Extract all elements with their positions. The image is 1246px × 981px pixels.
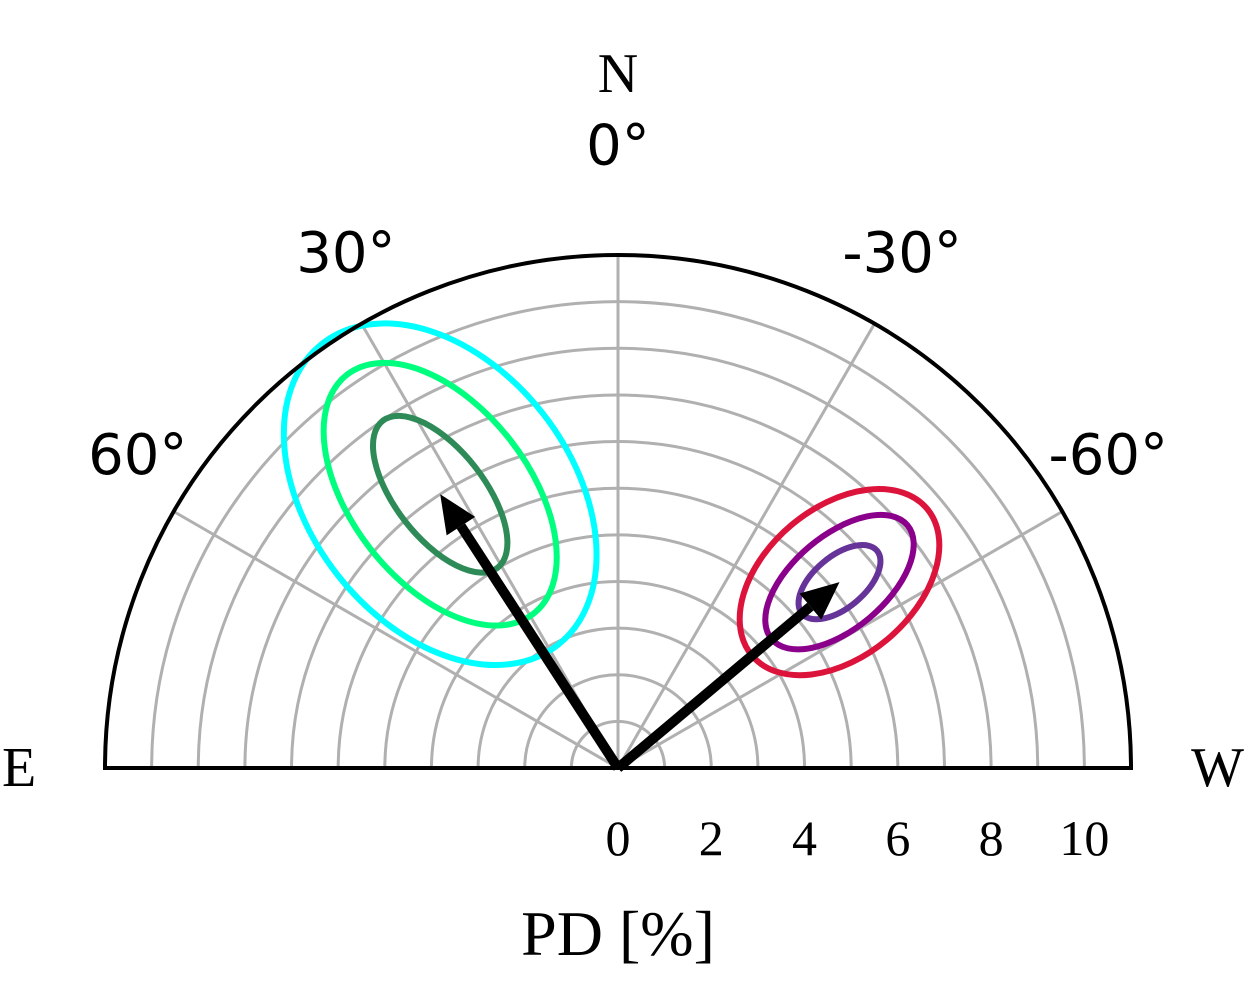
label-layer: N E W 0° 30° -30° 60° -60° 0 2 4 6 8 10 PD [%]: [2, 43, 1244, 969]
grid-spoke: [616, 322, 876, 769]
arrow-head: [799, 582, 840, 620]
grid-layer: [152, 255, 1085, 768]
angle-tick-label: -30°: [842, 221, 961, 286]
contour-ellipse: [320, 359, 560, 629]
contour-ellipse: [280, 320, 600, 668]
radial-tick-label: 10: [1059, 810, 1109, 866]
contour-ellipse: [369, 412, 511, 576]
angle-tick-label: 0°: [586, 114, 650, 179]
grid-spoke: [172, 510, 619, 770]
radial-tick-label: 0: [606, 810, 631, 866]
compass-label-west: W: [1191, 737, 1244, 799]
arrow-head: [440, 494, 476, 536]
radial-tick-label: 4: [792, 810, 817, 866]
contour-layer: [280, 320, 943, 679]
arrow-shaft: [456, 523, 623, 771]
frame-layer: [102, 253, 1134, 770]
polar-frame: [102, 253, 1134, 770]
arrow-layer: [440, 494, 840, 772]
compass-label-east: E: [2, 737, 36, 799]
angle-tick-label: 30°: [296, 221, 395, 286]
radial-tick-label: 8: [979, 810, 1004, 866]
angle-tick-label: 60°: [88, 423, 187, 488]
compass-label-north: N: [598, 43, 638, 105]
radial-axis-title: PD [%]: [521, 898, 715, 969]
angle-tick-label: -60°: [1048, 423, 1167, 488]
arrow-shaft: [614, 602, 814, 772]
radial-tick-label: 6: [885, 810, 910, 866]
radial-tick-label: 2: [699, 810, 724, 866]
